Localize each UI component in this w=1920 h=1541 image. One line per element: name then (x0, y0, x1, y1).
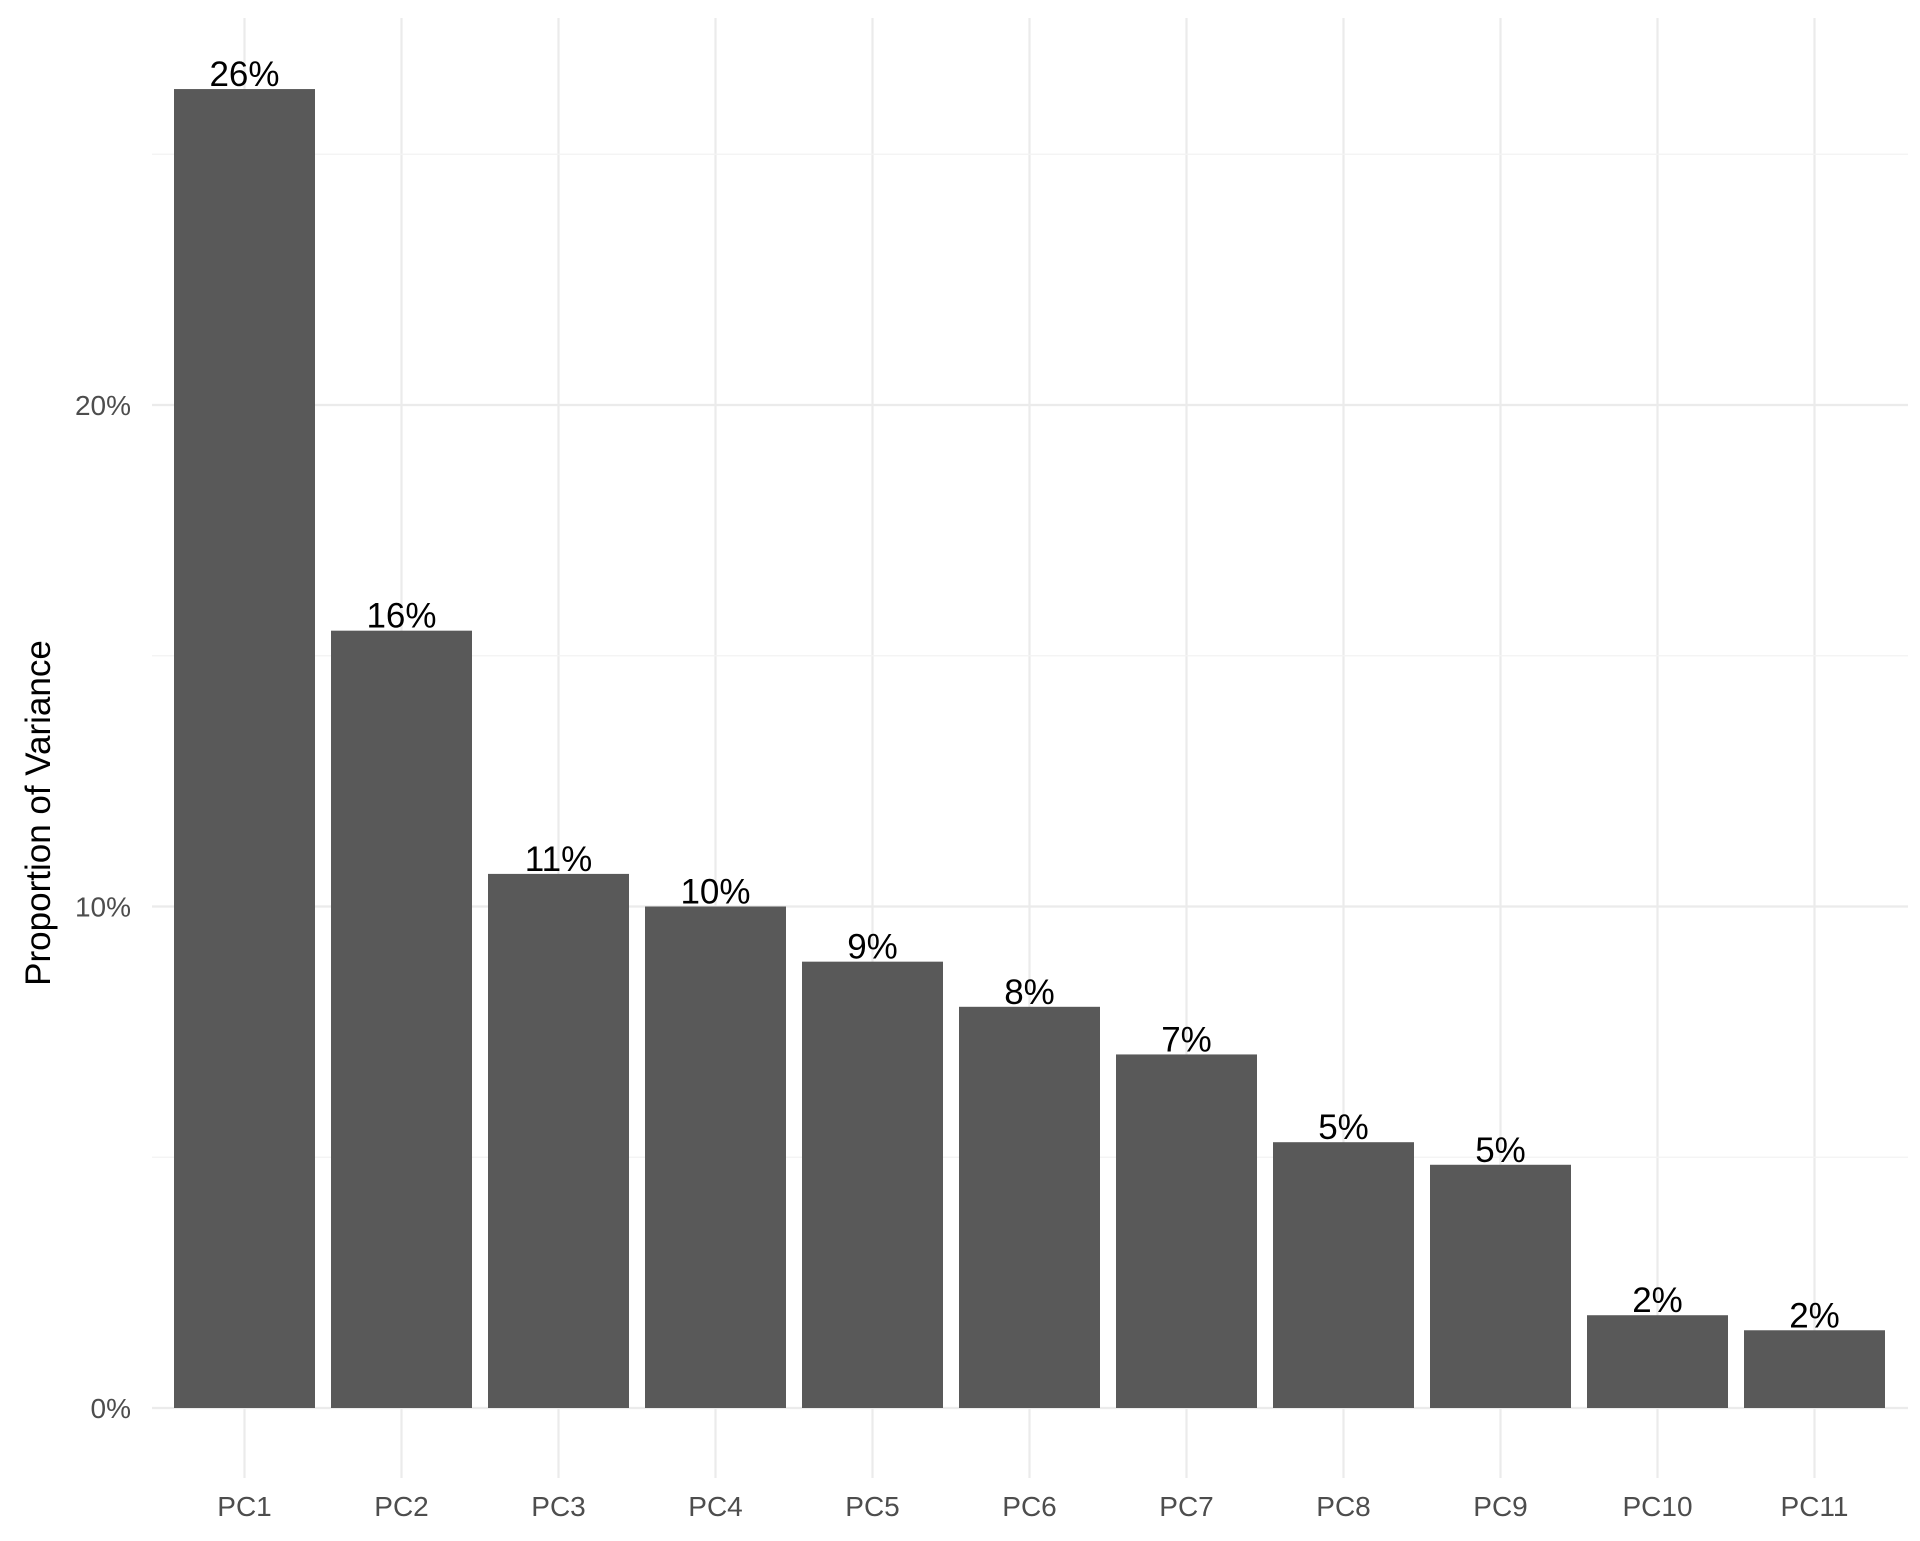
x-tick-label-pc2: PC2 (374, 1491, 428, 1522)
bar-pc4 (645, 906, 786, 1408)
bar-pc7 (1116, 1054, 1257, 1408)
x-tick-label-pc6: PC6 (1002, 1491, 1056, 1522)
y-axis-tick-labels: 0% 10% 20% (75, 390, 131, 1424)
bar-pc1 (174, 89, 315, 1408)
bar-pc6 (959, 1006, 1100, 1408)
bar-layer (174, 89, 1885, 1408)
data-label-pc9: 5% (1475, 1131, 1526, 1170)
x-tick-label-pc7: PC7 (1159, 1491, 1213, 1522)
data-label-pc8: 5% (1318, 1108, 1369, 1147)
y-tick-label: 10% (75, 892, 131, 923)
data-label-pc7: 7% (1161, 1020, 1212, 1059)
x-tick-label-pc1: PC1 (217, 1491, 271, 1522)
y-axis-title: Proportion of Variance (19, 640, 58, 986)
data-label-pc5: 9% (847, 928, 898, 967)
data-label-pc1: 26% (209, 55, 279, 94)
bar-pc11 (1744, 1330, 1885, 1408)
data-label-pc3: 11% (525, 840, 592, 879)
data-label-pc4: 10% (680, 873, 750, 912)
x-tick-label-pc10: PC10 (1622, 1491, 1692, 1522)
x-tick-label-pc4: PC4 (688, 1491, 742, 1522)
bar-pc8 (1273, 1142, 1414, 1408)
bar-pc3 (488, 873, 629, 1408)
x-tick-label-pc3: PC3 (531, 1491, 585, 1522)
bar-pc9 (1430, 1164, 1571, 1408)
x-tick-label-pc11: PC11 (1781, 1491, 1849, 1522)
y-tick-label: 0% (91, 1393, 131, 1424)
bar-pc10 (1587, 1315, 1728, 1408)
x-tick-label-pc5: PC5 (845, 1491, 899, 1522)
data-label-pc2: 16% (366, 597, 436, 636)
x-tick-label-pc9: PC9 (1473, 1491, 1527, 1522)
x-tick-label-pc8: PC8 (1316, 1491, 1370, 1522)
bar-pc5 (802, 961, 943, 1408)
data-label-pc6: 8% (1004, 973, 1055, 1012)
data-label-layer: 26% 16% 11% 10% 9% 8% 7% 5% 5% 2% 2% (209, 55, 1839, 1335)
data-label-pc10: 2% (1632, 1281, 1683, 1320)
x-axis-tick-labels: PC1 PC2 PC3 PC4 PC5 PC6 PC7 PC8 PC9 PC10 PC11 (217, 1491, 1848, 1522)
bar-pc2 (331, 630, 472, 1408)
data-label-pc11: 2% (1789, 1296, 1840, 1335)
y-tick-label: 20% (75, 390, 131, 421)
